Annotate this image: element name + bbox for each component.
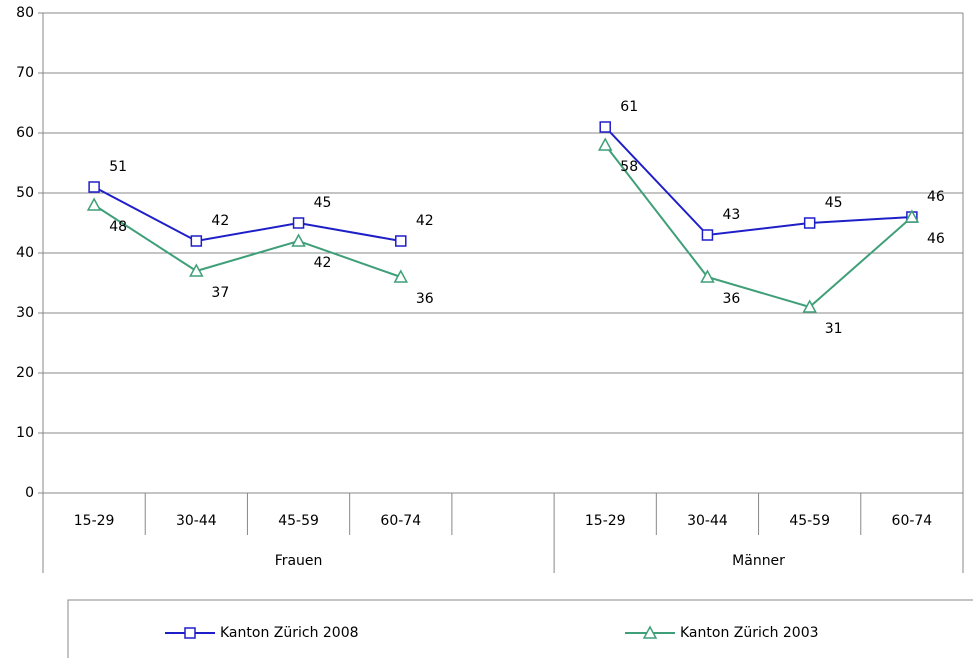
data-label: 42 [416,213,434,229]
x-tick-label: 15-29 [74,513,115,529]
marker [803,217,816,229]
series-line [93,144,913,309]
marker [86,197,102,211]
marker [184,627,196,639]
data-label: 36 [416,291,434,307]
marker [292,217,305,229]
legend-label: Kanton Zürich 2008 [220,625,359,641]
data-label: 31 [825,321,843,337]
data-label: 37 [211,285,229,301]
data-label: 42 [314,255,332,271]
y-tick-label: 0 [25,485,34,501]
x-tick-label: 30-44 [176,513,217,529]
y-tick-label: 50 [16,185,34,201]
group-label: Frauen [275,553,323,569]
data-label: 48 [109,219,127,235]
data-label: 51 [109,159,127,175]
marker [642,625,658,639]
group-label: Männer [732,553,785,569]
data-label: 45 [825,195,843,211]
x-tick-label: 60-74 [380,513,421,529]
marker [597,137,613,151]
y-tick-label: 70 [16,65,34,81]
data-label: 45 [314,195,332,211]
y-tick-label: 80 [16,5,34,21]
series-line [93,126,912,243]
data-label: 61 [620,99,638,115]
legend-box [67,599,973,658]
x-tick-label: 30-44 [687,513,728,529]
marker [189,263,204,277]
marker [701,229,714,241]
legend-label: Kanton Zürich 2003 [680,625,819,641]
data-label: 58 [620,159,638,175]
marker [700,269,715,283]
marker [802,299,817,313]
marker [190,235,203,247]
y-tick-label: 10 [16,425,34,441]
marker [395,235,407,247]
marker [393,269,409,283]
marker [291,233,306,247]
marker [599,121,611,133]
data-label: 43 [723,207,741,223]
data-label: 42 [211,213,229,229]
y-tick-label: 60 [16,125,34,141]
data-label: 46 [927,231,945,247]
x-tick-label: 60-74 [892,513,933,529]
marker [904,209,920,223]
x-tick-label: 15-29 [585,513,626,529]
y-tick-label: 30 [16,305,34,321]
x-tick-label: 45-59 [789,513,830,529]
y-tick-label: 40 [16,245,34,261]
x-tick-label: 45-59 [278,513,319,529]
marker [88,181,100,193]
y-tick-label: 20 [16,365,34,381]
data-label: 46 [927,189,945,205]
data-label: 36 [723,291,741,307]
